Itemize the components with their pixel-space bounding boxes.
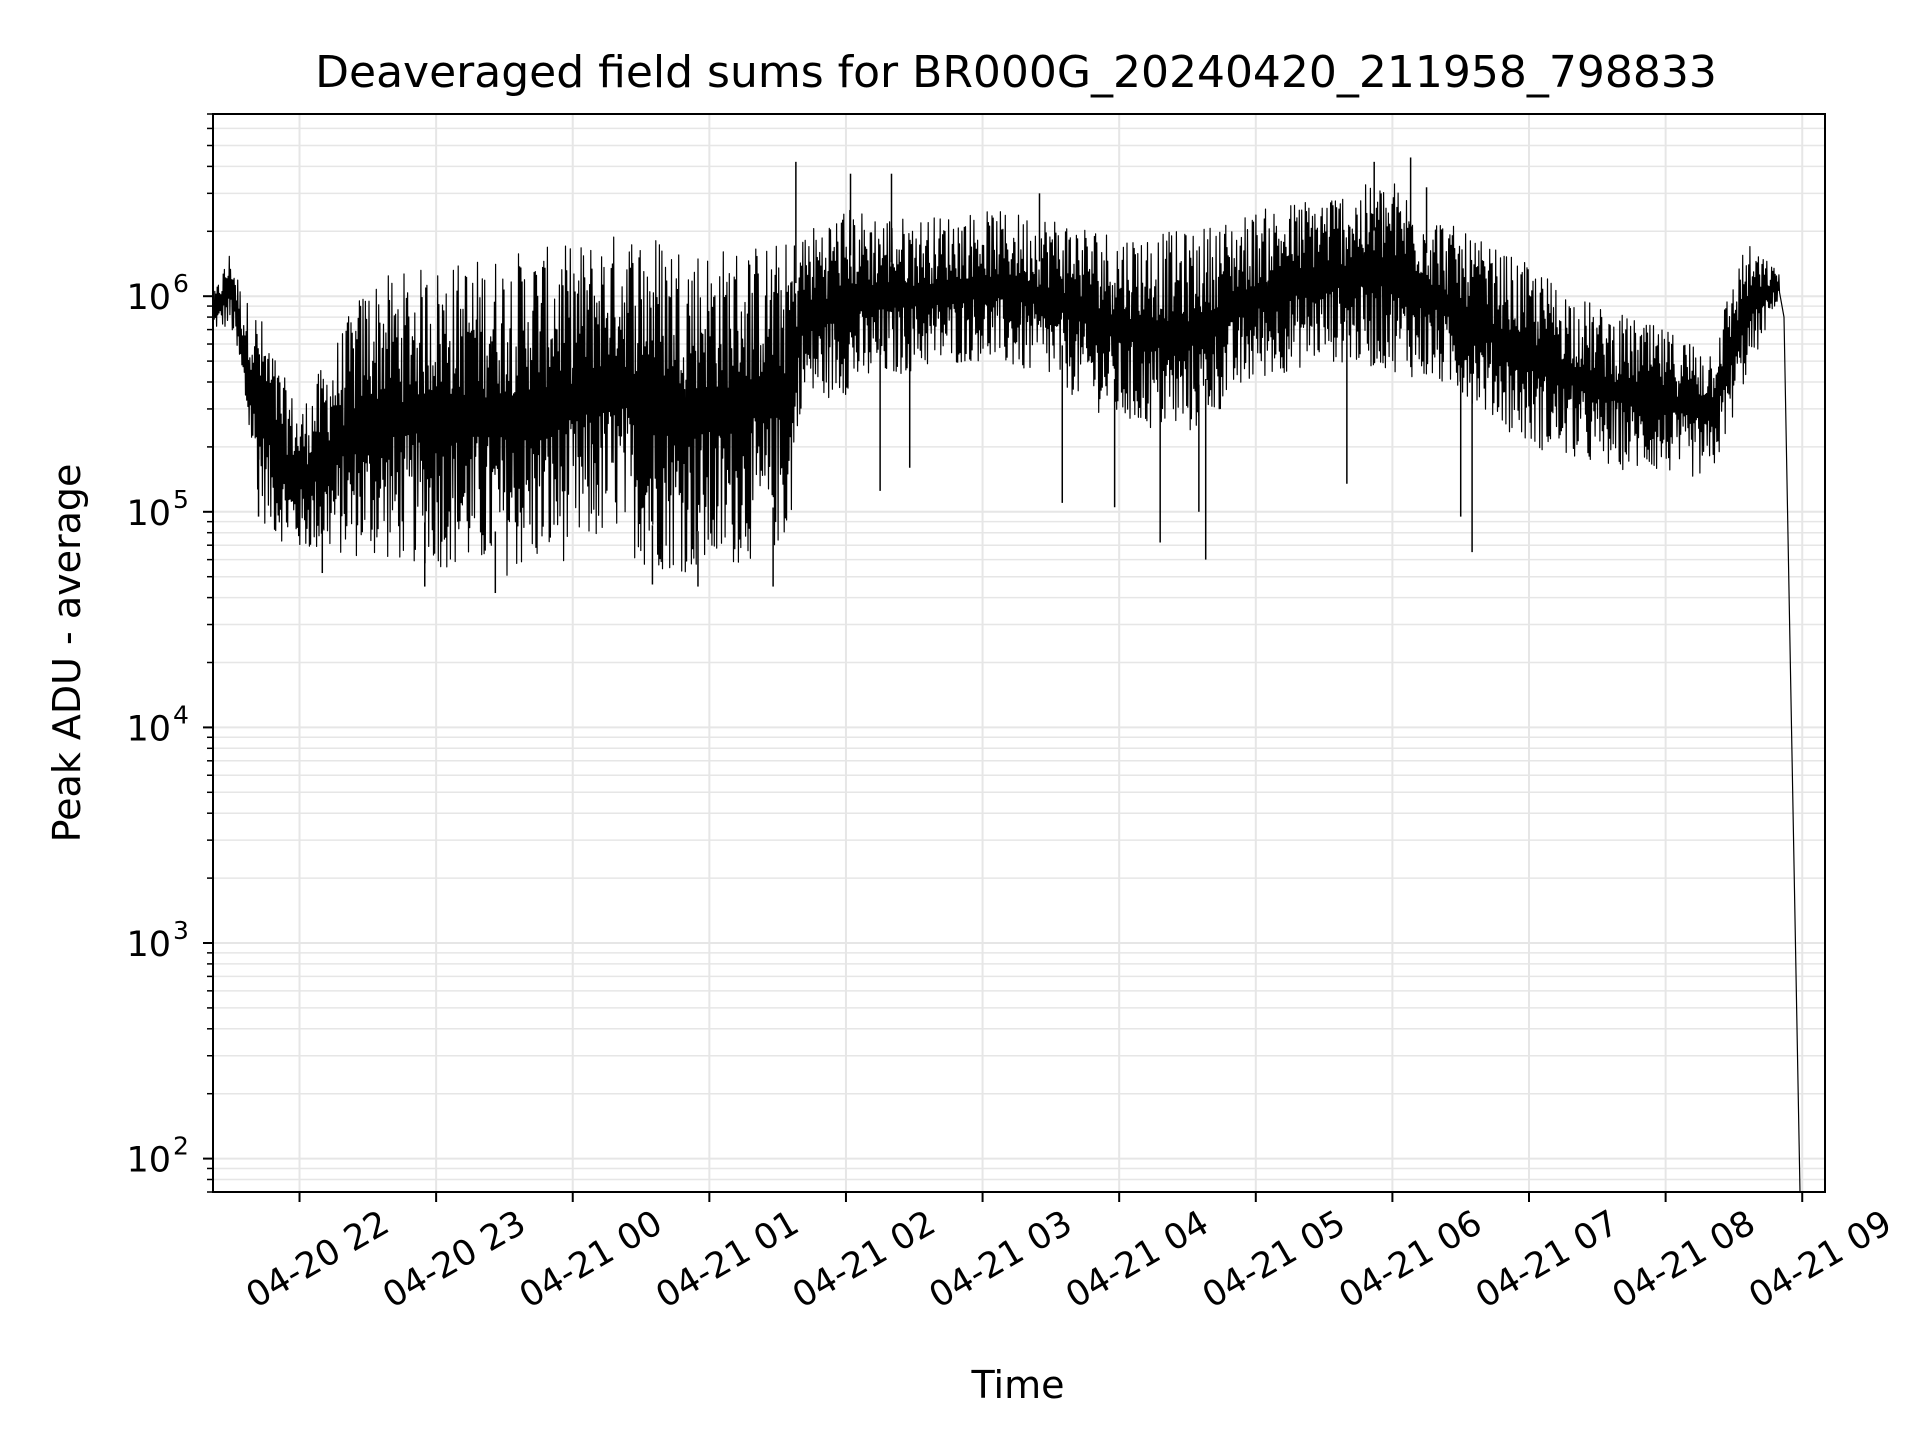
y-tick-label: 10 [126, 1141, 171, 1181]
x-tick-label: 04-21 00 [513, 1203, 669, 1316]
x-tick-label: 04-21 04 [1059, 1203, 1215, 1316]
chart-title: Deaveraged field sums for BR000G_2024042… [315, 47, 1717, 98]
plot-area [212, 157, 1801, 1193]
x-tick-label: 04-21 05 [1196, 1203, 1352, 1316]
x-tick-label: 04-21 09 [1742, 1203, 1898, 1316]
y-tick-exponent: 5 [173, 485, 189, 514]
y-tick-label: 10 [126, 709, 171, 749]
y-tick-exponent: 3 [173, 916, 189, 945]
axes-frame [212, 113, 1826, 1193]
x-tick-label: 04-20 23 [376, 1203, 532, 1316]
x-tick-label: 04-21 03 [923, 1203, 1079, 1316]
y-tick-label: 10 [126, 925, 171, 965]
y-tick-exponent: 4 [173, 700, 189, 729]
y-tick-exponent: 2 [173, 1132, 189, 1161]
grid-layer [213, 113, 1825, 1193]
x-tick-label: 04-21 02 [786, 1203, 942, 1316]
x-tick-label: 04-21 08 [1606, 1203, 1762, 1316]
series-line [212, 183, 1801, 1193]
y-tick-label: 10 [126, 278, 171, 318]
y-axis-label: Peak ADU - average [45, 464, 89, 843]
y-tick-exponent: 6 [173, 269, 189, 298]
x-tick-label: 04-21 06 [1333, 1203, 1489, 1316]
x-tick-label: 04-21 01 [650, 1203, 806, 1316]
x-tick-label: 04-20 22 [240, 1203, 396, 1316]
x-tick-label: 04-21 07 [1469, 1203, 1625, 1316]
y-tick-label: 10 [126, 494, 171, 534]
x-axis-label: Time [971, 1363, 1065, 1407]
